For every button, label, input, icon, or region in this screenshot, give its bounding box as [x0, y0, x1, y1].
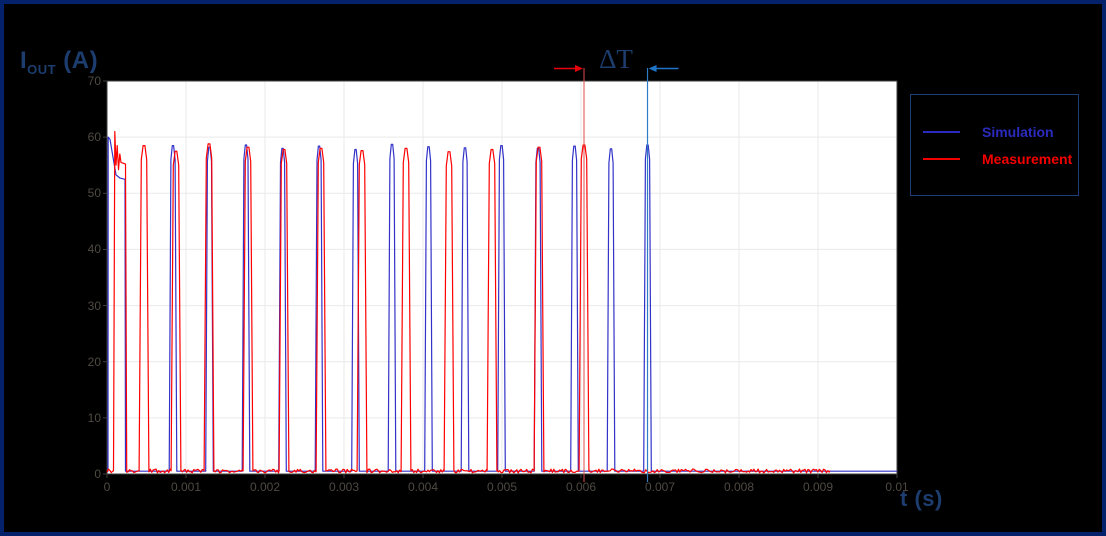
y-tick-label: 70	[87, 74, 101, 88]
y-tick-label: 0	[94, 467, 101, 481]
x-tick-label: 0.007	[644, 480, 676, 494]
legend: Simulation Measurement	[910, 94, 1079, 196]
x-tick-label: 0	[103, 480, 111, 494]
simulation-line-swatch	[923, 130, 960, 133]
delta-t-red-arrowhead	[575, 65, 584, 72]
x-tick-label: 0.003	[328, 480, 360, 494]
y-tick-label: 50	[87, 186, 101, 201]
measurement-line-swatch	[923, 157, 960, 160]
x-tick-label: 0.004	[407, 480, 439, 494]
x-tick-label: 0.002	[249, 480, 281, 494]
x-tick-label: 0.005	[486, 480, 518, 494]
simulation-trace	[107, 136, 897, 472]
legend-label-measurement: Measurement	[982, 150, 1073, 167]
y-axis-title: IOUT (A)	[20, 47, 98, 77]
x-tick-label: 0.001	[170, 480, 202, 494]
y-tick-label: 40	[87, 242, 101, 257]
legend-label-simulation: Simulation	[982, 123, 1054, 140]
axes-box	[106, 80, 898, 475]
waveform-plot	[103, 65, 898, 482]
x-tick-label: 0.01	[885, 480, 909, 494]
x-tick-label: 0.008	[723, 480, 755, 494]
x-tick-label: 0.009	[802, 480, 834, 494]
x-tick-label: 0.006	[565, 480, 597, 494]
y-tick-label: 60	[87, 130, 101, 145]
y-tick-label: 30	[87, 298, 101, 313]
legend-item-measurement: Measurement	[923, 150, 1078, 168]
legend-item-simulation: Simulation	[923, 123, 1078, 141]
y-axis-title-sub: OUT	[27, 61, 57, 77]
y-tick-label: 10	[87, 410, 101, 425]
y-axis-title-main: I	[20, 47, 28, 74]
measurement-trace	[106, 130, 831, 474]
delta-t-blue-arrowhead	[648, 65, 657, 72]
y-axis-title-unit: (A)	[56, 47, 99, 74]
x-axis-title: t (s)	[900, 486, 943, 511]
y-tick-label: 20	[87, 354, 101, 369]
delta-t-label: ΔT	[599, 44, 633, 74]
